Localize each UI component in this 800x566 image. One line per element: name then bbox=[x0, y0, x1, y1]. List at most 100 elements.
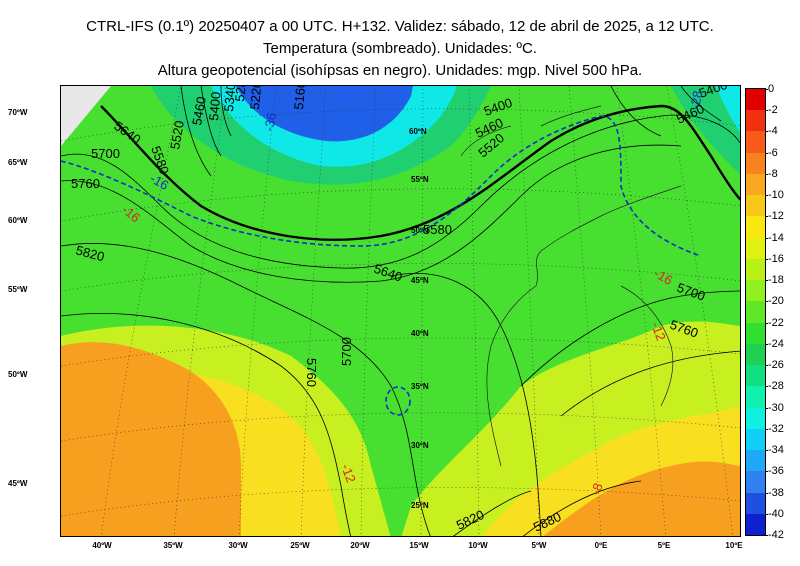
contour-label-5820-west: 5820 bbox=[74, 242, 106, 264]
colorbar-segment bbox=[746, 407, 765, 430]
temp-label-minus12-south: -12 bbox=[338, 462, 359, 485]
colorbar-label: -20 bbox=[768, 295, 784, 308]
lon-label-40w: 40ºW bbox=[92, 541, 112, 550]
map-canvas: 60ºN 55ºN 50ºN 45ºN 40ºN 35ºN 30ºN 25ºN … bbox=[61, 86, 740, 536]
temperature-zone-teal-northeast bbox=[671, 86, 740, 175]
contour-label-5280-north: 5280 bbox=[232, 86, 249, 102]
temp-label-minus36: -36 bbox=[261, 111, 279, 132]
colorbar-tick bbox=[765, 322, 768, 324]
colorbar-tick bbox=[765, 513, 768, 515]
colorbar-segment bbox=[746, 492, 765, 515]
lat-label-60: 60ºW bbox=[8, 216, 28, 225]
colorbar-tick bbox=[765, 386, 768, 388]
colorbar-label: -14 bbox=[768, 231, 784, 244]
forecast-map: 60ºN 55ºN 50ºN 45ºN 40ºN 35ºN 30ºN 25ºN … bbox=[60, 85, 741, 537]
temperature-zone-orange-west bbox=[61, 342, 241, 536]
colorbar-tick bbox=[765, 89, 768, 90]
contour-label-5400-north: 5400 bbox=[206, 91, 223, 121]
colorbar-label: -12 bbox=[768, 210, 784, 223]
colorbar-tick bbox=[765, 471, 768, 473]
lat-label-65: 65ºW bbox=[8, 158, 28, 167]
colorbar-label: -28 bbox=[768, 380, 784, 393]
grid-label-50n: 50ºN bbox=[411, 226, 429, 235]
colorbar-tick bbox=[765, 365, 768, 367]
colorbar-label: -4 bbox=[768, 125, 778, 138]
colorbar-segment bbox=[746, 343, 765, 366]
geopotential-isohypses bbox=[61, 86, 740, 536]
no-data-corner bbox=[61, 86, 111, 146]
contour-label-5700-west: 5700 bbox=[91, 146, 120, 161]
colorbar-tick bbox=[765, 131, 768, 133]
colorbar-label: -36 bbox=[768, 465, 784, 478]
colorbar-tick bbox=[765, 110, 768, 112]
contour-label-5220-north: 5220 bbox=[247, 86, 264, 110]
colorbar-tick bbox=[765, 535, 768, 536]
contour-label-5520-north: 5520 bbox=[167, 119, 187, 150]
colorbar-tick bbox=[765, 237, 768, 239]
temperature-zone-cyan-northeast bbox=[716, 86, 740, 133]
lat-label-45: 45ºW bbox=[8, 479, 28, 488]
colorbar-segment bbox=[746, 110, 765, 132]
colorbar-label: -40 bbox=[768, 507, 784, 520]
contour-label-5340-north: 5340 bbox=[221, 86, 238, 112]
temperature-isotherms-dashed bbox=[61, 115, 702, 416]
lat-label-70: 70ºW bbox=[8, 108, 28, 117]
colorbar-segment bbox=[746, 471, 765, 494]
contour-label-5460-north: 5460 bbox=[189, 95, 209, 126]
chart-subtitle-temperature: Temperatura (sombreado). Unidades: ºC. bbox=[263, 40, 537, 57]
colorbar-label: -16 bbox=[768, 252, 784, 265]
lon-label-15w: 15ºW bbox=[409, 541, 429, 550]
colorbar-label: -8 bbox=[768, 167, 778, 180]
colorbar-label: -2 bbox=[768, 104, 778, 117]
colorbar-label: -18 bbox=[768, 274, 784, 287]
colorbar-segment bbox=[746, 428, 765, 451]
colorbar-segment bbox=[746, 131, 765, 154]
temperature-colorbar bbox=[745, 88, 766, 536]
colorbar-label: -34 bbox=[768, 444, 784, 457]
colorbar-tick bbox=[765, 492, 768, 494]
colorbar-label: -30 bbox=[768, 401, 784, 414]
contour-label-5160-north: 5160 bbox=[291, 86, 308, 110]
grid-label-55n: 55ºN bbox=[411, 175, 429, 184]
colorbar-label: -26 bbox=[768, 359, 784, 372]
temp-label-minus28: -28 bbox=[687, 89, 705, 110]
lon-label-30w: 30ºW bbox=[228, 541, 248, 550]
temp-label-minus8: -8 bbox=[588, 481, 606, 497]
colorbar-segment bbox=[746, 216, 765, 239]
colorbar-segment bbox=[746, 280, 765, 302]
colorbar-segment bbox=[746, 322, 765, 345]
colorbar-tick bbox=[765, 450, 768, 452]
colorbar-segment bbox=[746, 195, 765, 217]
colorbar-tick bbox=[765, 216, 768, 218]
lon-label-5e: 5ºE bbox=[657, 541, 671, 550]
contour-label-5700-central: 5700 bbox=[339, 337, 354, 366]
colorbar-label: -10 bbox=[768, 189, 784, 202]
grid-label-40n: 40ºN bbox=[411, 329, 429, 338]
colorbar-label: -32 bbox=[768, 422, 784, 435]
colorbar-segment bbox=[746, 450, 765, 472]
lon-label-35w: 35ºW bbox=[163, 541, 183, 550]
lat-label-55: 55ºW bbox=[8, 285, 28, 294]
colorbar-tick bbox=[765, 428, 768, 430]
chart-title: CTRL-IFS (0.1º) 20250407 a 00 UTC. H+132… bbox=[86, 18, 714, 35]
contour-label-5760-central: 5760 bbox=[304, 358, 319, 387]
lat-label-50: 50ºW bbox=[8, 370, 28, 379]
colorbar-tick bbox=[765, 280, 768, 282]
grid-label-25n: 25ºN bbox=[411, 501, 429, 510]
geopotential-5520-bold-contour bbox=[100, 104, 740, 241]
colorbar-tick bbox=[765, 301, 768, 303]
colorbar-label: -22 bbox=[768, 316, 784, 329]
colorbar-segment bbox=[746, 386, 765, 409]
colorbar-tick bbox=[765, 173, 768, 175]
grid-label-60n: 60ºN bbox=[409, 127, 427, 136]
lon-label-0e: 0ºE bbox=[594, 541, 608, 550]
colorbar-segment bbox=[746, 258, 765, 281]
lon-label-10w: 10ºW bbox=[468, 541, 488, 550]
contour-label-5760-west: 5760 bbox=[71, 176, 100, 191]
colorbar-tick bbox=[765, 407, 768, 409]
colorbar-tick bbox=[765, 258, 768, 260]
colorbar-segment bbox=[746, 301, 765, 324]
coastlines bbox=[460, 105, 682, 467]
grid-label-35n: 35ºN bbox=[411, 382, 429, 391]
colorbar-label: 0 bbox=[768, 83, 775, 95]
